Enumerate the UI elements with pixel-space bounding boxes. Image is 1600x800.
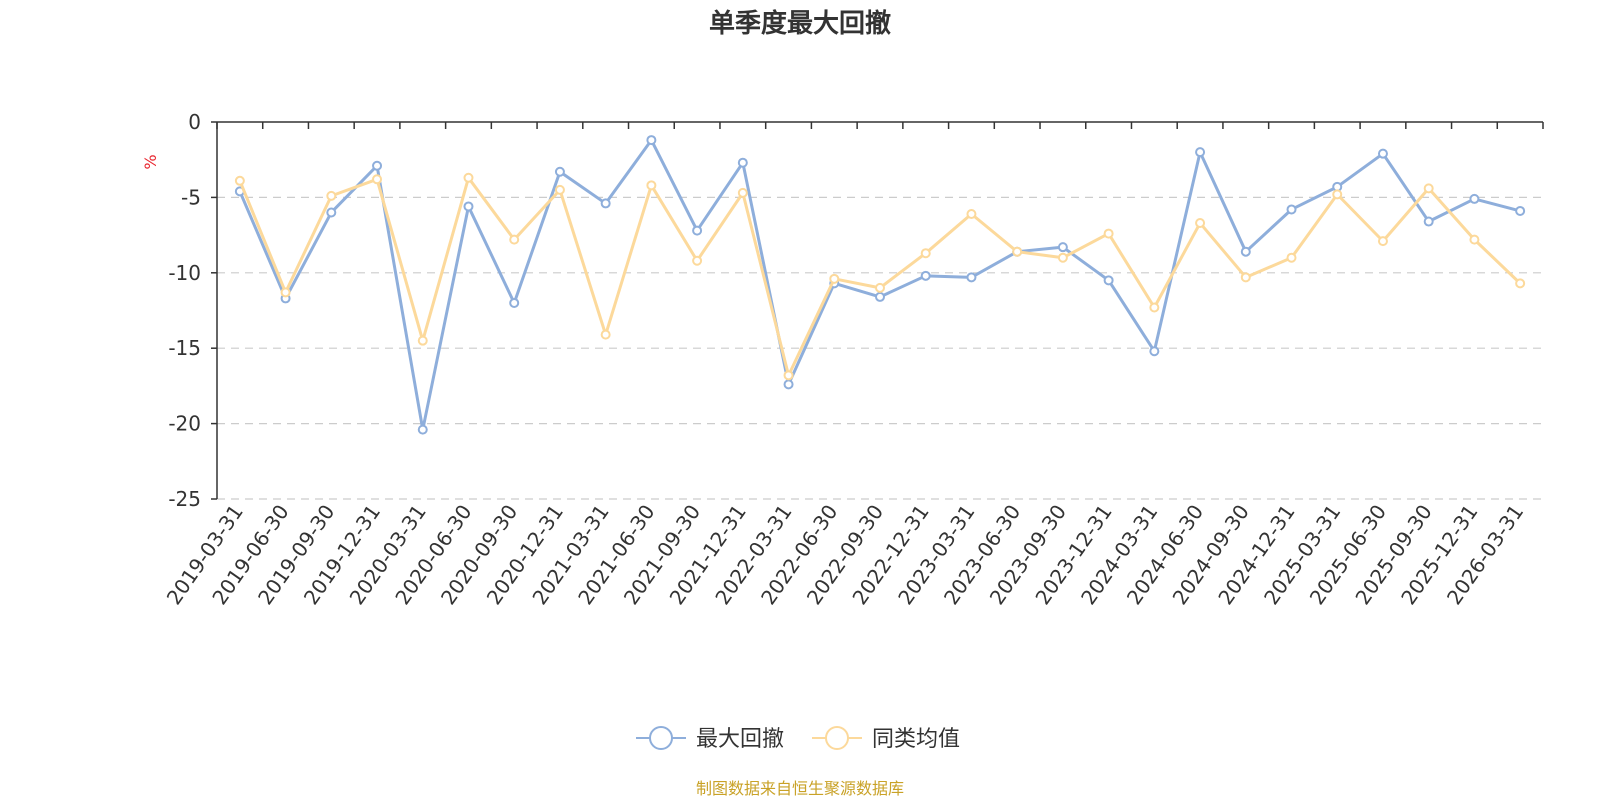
data-point[interactable] [1149, 346, 1160, 357]
data-point[interactable] [326, 207, 337, 218]
series-1 [234, 172, 1526, 381]
data-point[interactable] [920, 270, 931, 281]
y-tick-label: -25 [168, 487, 201, 511]
data-point[interactable] [554, 184, 565, 195]
data-point[interactable] [1515, 205, 1526, 216]
data-point[interactable] [554, 166, 565, 177]
data-point[interactable] [1377, 236, 1388, 247]
series-line [238, 176, 1522, 377]
legend-marker [825, 726, 849, 750]
data-point[interactable] [1286, 252, 1297, 263]
data-point[interactable] [326, 190, 337, 201]
data-point[interactable] [829, 273, 840, 284]
legend-label: 最大回撤 [696, 727, 784, 752]
data-point[interactable] [463, 172, 474, 183]
data-point[interactable] [875, 291, 885, 302]
data-point[interactable] [1103, 228, 1114, 239]
data-point[interactable] [509, 297, 520, 308]
data-point[interactable] [1469, 193, 1480, 204]
y-tick-label: -15 [168, 336, 201, 360]
data-point[interactable] [966, 208, 977, 219]
data-point[interactable] [1195, 218, 1206, 229]
data-point[interactable] [1057, 242, 1068, 253]
grid-lines [217, 196, 1543, 500]
legend[interactable]: 最大回撤 同类均值 [636, 726, 960, 752]
data-point[interactable] [1423, 216, 1434, 227]
data-point[interactable] [692, 255, 703, 266]
data-point[interactable] [600, 198, 611, 209]
data-point[interactable] [234, 175, 245, 186]
data-point[interactable] [1012, 246, 1023, 257]
y-axis-unit-label: % [141, 154, 160, 169]
data-point[interactable] [372, 174, 383, 185]
data-point[interactable] [1423, 183, 1434, 194]
data-point[interactable] [737, 187, 748, 198]
data-point[interactable] [646, 135, 657, 146]
data-point[interactable] [463, 201, 474, 212]
data-point[interactable] [372, 160, 383, 171]
data-point[interactable] [875, 282, 885, 293]
y-tick-label: 0 [188, 110, 201, 134]
data-point[interactable] [737, 157, 748, 168]
data-point[interactable] [280, 287, 291, 298]
chart-title: 单季度最大回撤 [709, 8, 891, 39]
data-point[interactable] [1103, 275, 1114, 286]
data-point[interactable] [783, 379, 794, 390]
data-source-note: 制图数据来自恒生聚源数据库 [696, 779, 904, 798]
y-tick-label: -5 [181, 185, 201, 209]
data-point[interactable] [966, 272, 977, 283]
data-point[interactable] [1332, 189, 1343, 200]
data-point[interactable] [1240, 272, 1251, 283]
data-point[interactable] [417, 424, 428, 435]
data-point[interactable] [1195, 147, 1206, 158]
data-point[interactable] [920, 248, 931, 259]
data-point[interactable] [646, 180, 657, 191]
legend-item-1[interactable]: 同类均值 [812, 726, 960, 752]
data-point[interactable] [417, 335, 428, 346]
data-point[interactable] [1377, 148, 1388, 159]
legend-item-0[interactable]: 最大回撤 [636, 726, 784, 752]
data-point[interactable] [692, 225, 703, 236]
data-point[interactable] [1149, 302, 1160, 313]
data-point[interactable] [1469, 234, 1480, 245]
y-tick-label: -20 [168, 412, 201, 436]
data-point[interactable] [600, 329, 611, 340]
data-point[interactable] [783, 370, 794, 381]
legend-label: 同类均值 [872, 727, 960, 752]
series-lines [234, 135, 1526, 435]
data-point[interactable] [509, 234, 520, 245]
legend-marker [649, 726, 673, 750]
y-tick-label: -10 [168, 261, 201, 285]
data-point[interactable] [1057, 252, 1068, 263]
data-point[interactable] [1515, 278, 1526, 289]
data-point[interactable] [1286, 204, 1297, 215]
data-point[interactable] [1240, 246, 1251, 257]
